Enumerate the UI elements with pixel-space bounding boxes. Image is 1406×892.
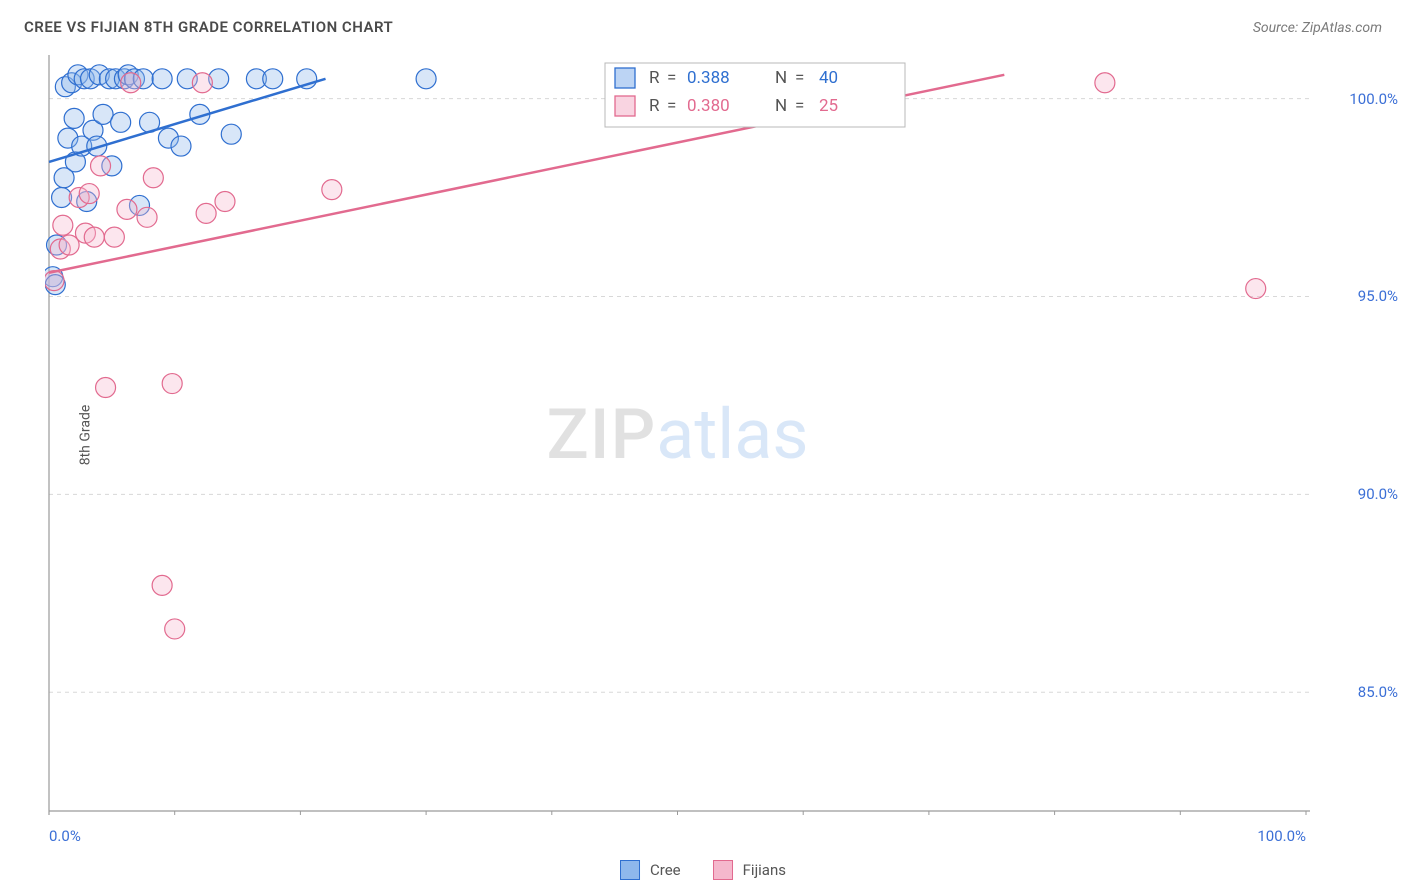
y-tick-label: 90.0% [1358, 485, 1398, 503]
y-tick-label: 85.0% [1358, 683, 1398, 701]
legend-item-cree: Cree [620, 860, 681, 880]
svg-text:=: = [795, 96, 804, 116]
bottom-legend: Cree Fijians [620, 860, 786, 880]
svg-text:25: 25 [819, 96, 838, 116]
legend-label-cree: Cree [650, 861, 681, 879]
legend-label-fijians: Fijians [743, 861, 786, 879]
svg-text:R: R [649, 68, 660, 88]
svg-text:=: = [667, 96, 676, 116]
svg-text:N: N [775, 96, 787, 116]
scatter-plot: R = 0.388 N = 40 R = 0.380 N = 25 [45, 55, 1310, 815]
svg-text:40: 40 [819, 68, 838, 88]
svg-text:R: R [649, 96, 660, 116]
chart-title: CREE VS FIJIAN 8TH GRADE CORRELATION CHA… [24, 18, 393, 36]
source-attribution: Source: ZipAtlas.com [1253, 20, 1382, 36]
svg-text:=: = [795, 68, 804, 88]
svg-text:N: N [775, 68, 787, 88]
legend-swatch-fijians [713, 860, 733, 880]
legend-swatch-cree [620, 860, 640, 880]
svg-text:0.388: 0.388 [687, 68, 730, 88]
x-tick-label: 0.0% [49, 827, 81, 845]
legend-item-fijians: Fijians [713, 860, 786, 880]
svg-text:0.380: 0.380 [687, 96, 730, 116]
y-tick-label: 95.0% [1358, 287, 1398, 305]
y-tick-label: 100.0% [1349, 90, 1398, 108]
x-tick-label: 100.0% [1257, 827, 1306, 845]
svg-text:=: = [667, 68, 676, 88]
chart-container: 8th Grade R=0.388N=40R=0.380N=25 ZIPatla… [45, 55, 1310, 815]
